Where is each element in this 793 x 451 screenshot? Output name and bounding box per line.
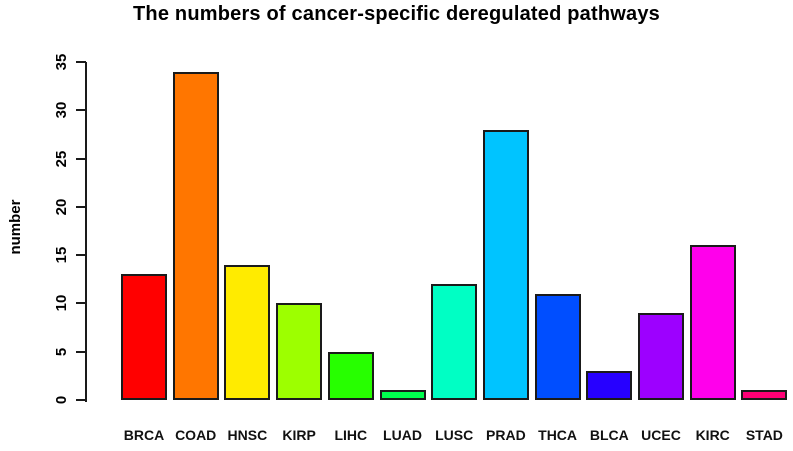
y-axis-label: number [7, 199, 24, 255]
x-tick-label-stad: STAD [745, 427, 783, 443]
x-tick-label-kirp: KIRP [282, 427, 316, 443]
x-tick-label-lihc: LIHC [334, 427, 368, 443]
y-tick-35 [76, 61, 86, 63]
x-tick-label-lusc: LUSC [435, 427, 474, 443]
bar-prad [482, 129, 529, 400]
bar-brca [121, 274, 167, 400]
y-tick-10 [76, 302, 86, 305]
y-axis-line [85, 62, 87, 402]
x-tick-label-kirc: KIRC [695, 427, 730, 443]
y-tick-label-35: 35 [53, 53, 70, 71]
bar-stad [741, 390, 788, 400]
x-tick-label-ucec: UCEC [641, 427, 681, 443]
y-tick-label-0: 0 [53, 395, 70, 405]
y-tick-5 [76, 350, 86, 353]
bar-luad [379, 390, 426, 400]
bar-hnsc [224, 264, 271, 400]
bar-blca [586, 371, 633, 400]
x-tick-label-hnsc: HNSC [227, 427, 268, 443]
bar-lihc [327, 351, 374, 400]
y-tick-label-20: 20 [53, 198, 70, 216]
bar-ucec [638, 313, 684, 400]
y-tick-label-15: 15 [53, 246, 70, 264]
y-tick-30 [76, 109, 86, 112]
x-tick-label-prad: PRAD [486, 427, 526, 443]
bar-coad [172, 71, 219, 400]
y-tick-15 [76, 254, 86, 257]
x-tick-label-coad: COAD [175, 427, 217, 443]
x-tick-label-brca: BRCA [123, 427, 165, 443]
chart-title: The numbers of cancer-specific deregulat… [132, 3, 661, 25]
y-tick-0 [76, 399, 86, 401]
bar-lusc [431, 284, 478, 400]
y-tick-25 [76, 157, 86, 160]
y-tick-label-5: 5 [53, 347, 70, 356]
x-tick-label-thca: THCA [538, 427, 578, 443]
x-tick-label-luad: LUAD [383, 427, 422, 443]
y-tick-20 [76, 205, 86, 208]
y-tick-label-30: 30 [53, 101, 70, 119]
x-tick-label-blca: BLCA [589, 427, 629, 443]
bar-thca [534, 293, 581, 400]
bar-kirp [276, 303, 323, 400]
y-tick-label-10: 10 [53, 295, 70, 312]
y-tick-label-25: 25 [53, 150, 70, 167]
bar-kirc [689, 245, 736, 400]
